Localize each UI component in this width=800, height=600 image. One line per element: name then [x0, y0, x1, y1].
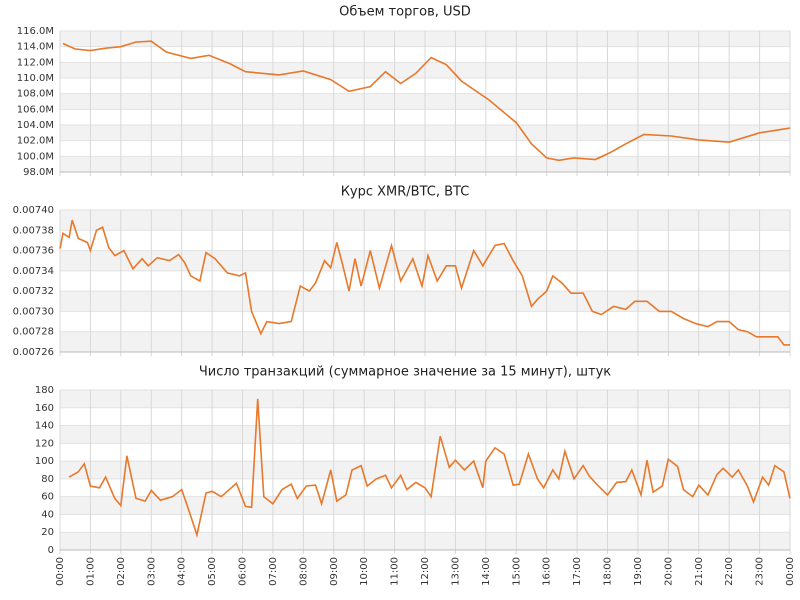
y-tick-label: 40	[41, 509, 54, 520]
x-tick-label: 00:00	[785, 557, 796, 586]
y-tick-label: 100.0M	[17, 151, 54, 162]
y-tick-label: 0.00728	[13, 327, 54, 338]
y-tick-label: 0.00730	[13, 306, 54, 317]
x-tick-label: 15:00	[511, 557, 522, 586]
x-tick-label: 17:00	[572, 557, 583, 586]
y-tick-label: 100	[35, 456, 54, 467]
y-tick-label: 160	[35, 403, 54, 414]
y-tick-label: 140	[35, 421, 54, 432]
y-tick-label: 112.0M	[17, 57, 54, 68]
y-tick-label: 80	[41, 474, 54, 485]
series-line	[62, 40, 791, 162]
y-tick-label: 0.00734	[13, 266, 54, 277]
series-line	[59, 219, 790, 346]
y-tick-label: 0.00738	[13, 225, 54, 236]
series-line	[68, 398, 791, 538]
x-tick-label: 00:00	[55, 557, 66, 586]
y-tick-label: 0.00736	[13, 246, 54, 257]
x-tick-label: 21:00	[694, 557, 705, 586]
y-tick-label: 114.0M	[17, 42, 54, 53]
y-tick-label: 60	[41, 492, 54, 503]
x-tick-label: 10:00	[359, 557, 370, 586]
x-tick-label: 16:00	[542, 557, 553, 586]
x-tick-label: 05:00	[207, 557, 218, 586]
chart-title: Объем торгов, USD	[339, 5, 471, 20]
x-tick-label: 18:00	[603, 557, 614, 586]
y-tick-label: 180	[35, 385, 54, 396]
y-tick-label: 0.00726	[13, 347, 54, 358]
y-tick-label: 108.0M	[17, 89, 54, 100]
x-tick-label: 04:00	[177, 557, 188, 586]
x-tick-label: 07:00	[268, 557, 279, 586]
y-tick-label: 0	[48, 545, 54, 556]
y-tick-label: 20	[41, 527, 54, 538]
x-tick-label: 19:00	[633, 557, 644, 586]
x-tick-label: 01:00	[85, 557, 96, 586]
y-tick-label: 0.00732	[13, 286, 54, 297]
y-tick-label: 102.0M	[17, 136, 54, 147]
y-tick-label: 120	[35, 438, 54, 449]
y-tick-label: 110.0M	[17, 73, 54, 84]
chart-title: Курс XMR/BTC, BTC	[341, 185, 470, 200]
y-tick-label: 116.0M	[17, 26, 54, 37]
x-tick-label: 14:00	[481, 557, 492, 586]
x-tick-label: 23:00	[755, 557, 766, 586]
x-tick-label: 02:00	[116, 557, 127, 586]
x-tick-label: 22:00	[724, 557, 735, 586]
x-tick-label: 13:00	[450, 557, 461, 586]
x-tick-label: 20:00	[663, 557, 674, 586]
x-tick-label: 03:00	[146, 557, 157, 586]
chart-title: Число транзакций (суммарное значение за …	[199, 365, 611, 380]
y-tick-label: 106.0M	[17, 104, 54, 115]
y-tick-label: 0.00740	[13, 205, 54, 216]
x-tick-label: 12:00	[420, 557, 431, 586]
x-tick-label: 08:00	[298, 557, 309, 586]
x-tick-label: 09:00	[329, 557, 340, 586]
y-tick-label: 98.0M	[23, 167, 54, 178]
x-tick-label: 11:00	[390, 557, 401, 586]
y-tick-label: 104.0M	[17, 120, 54, 131]
x-tick-label: 06:00	[238, 557, 249, 586]
